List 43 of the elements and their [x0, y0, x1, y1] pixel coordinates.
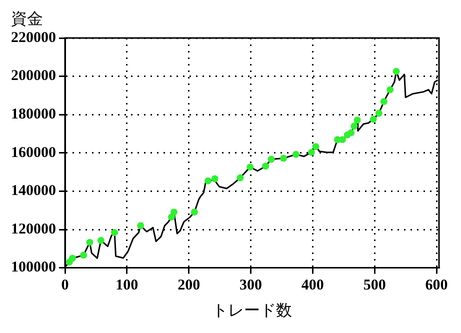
point	[375, 110, 382, 117]
x-tick-label: 400	[301, 278, 324, 294]
point	[204, 177, 212, 184]
y-axis-title: 資金	[11, 9, 43, 28]
point	[292, 150, 300, 158]
point	[211, 175, 218, 182]
point	[68, 254, 76, 262]
y-tick-label: 220000	[11, 30, 56, 46]
point	[312, 143, 320, 150]
point	[190, 208, 198, 216]
y-tick-label: 100000	[11, 260, 56, 276]
point	[386, 86, 394, 94]
point	[236, 174, 244, 182]
point	[80, 252, 88, 259]
x-tick-label: 0	[61, 278, 69, 294]
y-tick-label: 200000	[11, 68, 56, 84]
point	[111, 229, 118, 236]
point	[392, 68, 400, 75]
point	[97, 236, 104, 244]
x-tick-label: 200	[178, 278, 200, 294]
point	[370, 116, 377, 123]
point	[350, 122, 358, 130]
y-tick-label: 120000	[11, 221, 56, 238]
point	[246, 164, 254, 171]
point	[338, 136, 346, 144]
x-tick-label: 500	[363, 278, 386, 294]
point	[86, 238, 94, 246]
x-tick-label: 300	[240, 278, 262, 294]
point	[262, 162, 270, 170]
point	[354, 116, 361, 124]
point	[280, 154, 288, 162]
y-tick-label: 180000	[11, 106, 56, 122]
point	[348, 129, 355, 136]
point	[268, 156, 275, 163]
x-tick-label: 100	[116, 278, 138, 294]
x-axis-title: トレード数	[212, 300, 292, 320]
point	[137, 222, 144, 230]
point	[170, 208, 178, 216]
point	[308, 148, 315, 156]
point	[380, 98, 388, 106]
x-tick-label: 600	[425, 278, 448, 294]
y-tick-label: 140000	[11, 183, 56, 200]
y-tick-label: 160000	[11, 144, 56, 161]
